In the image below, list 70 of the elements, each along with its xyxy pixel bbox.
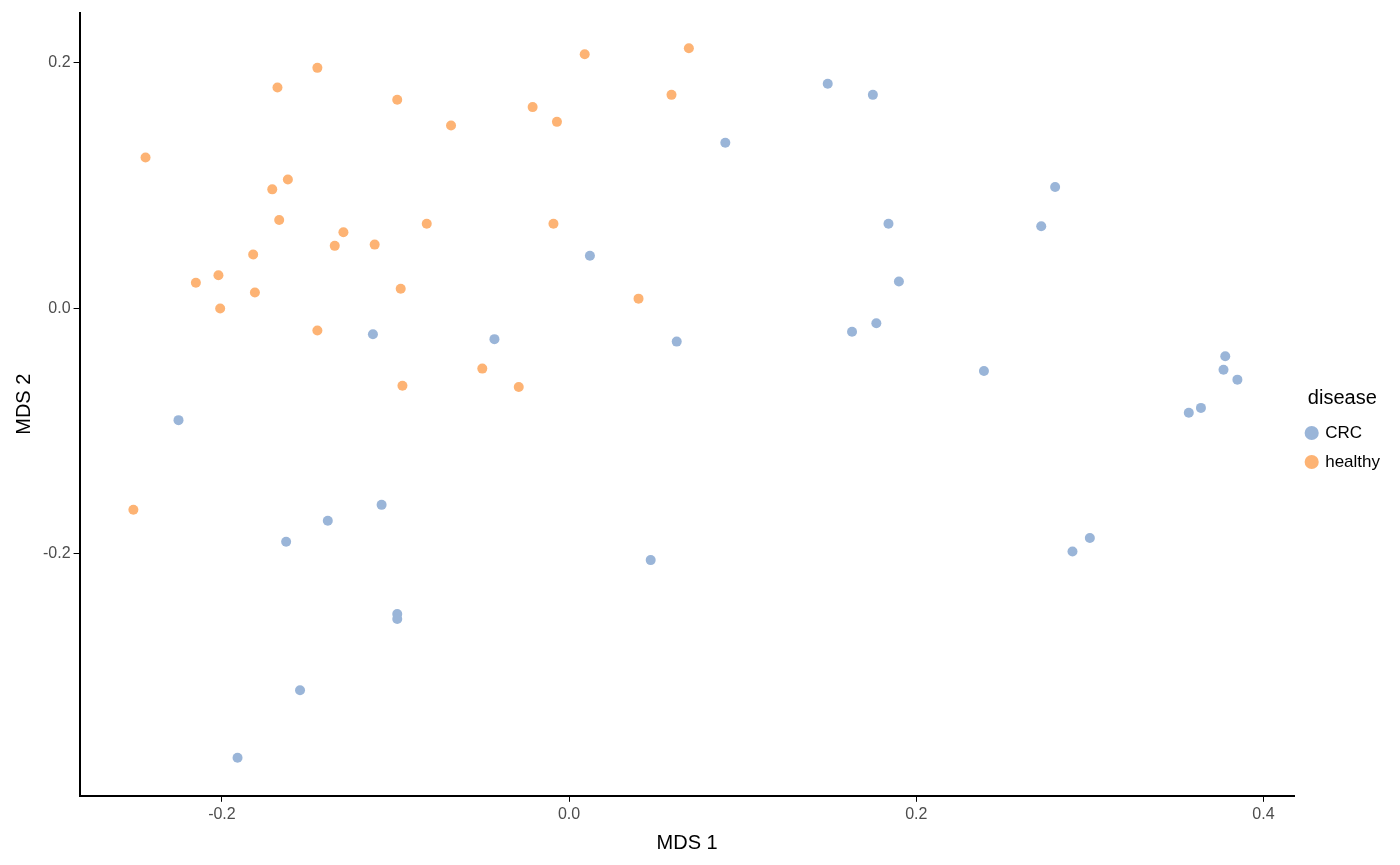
point bbox=[633, 293, 644, 304]
x-tick-label: 0.2 bbox=[905, 804, 928, 822]
point bbox=[1084, 533, 1095, 544]
point bbox=[329, 240, 340, 251]
y-tick-label: 0.0 bbox=[48, 298, 71, 316]
point bbox=[1050, 181, 1061, 192]
point bbox=[312, 62, 323, 73]
legend-title: disease bbox=[1307, 386, 1377, 409]
point bbox=[1195, 402, 1206, 413]
point bbox=[666, 89, 677, 100]
point bbox=[671, 336, 682, 347]
point bbox=[173, 415, 184, 426]
x-tick-label: 0.4 bbox=[1252, 804, 1275, 822]
point bbox=[720, 137, 731, 148]
point bbox=[295, 685, 306, 696]
point bbox=[322, 515, 333, 526]
point bbox=[215, 303, 226, 314]
point bbox=[369, 239, 380, 250]
x-axis-title: MDS 1 bbox=[656, 830, 718, 853]
point bbox=[1036, 221, 1047, 232]
point bbox=[1218, 364, 1229, 375]
point bbox=[421, 218, 432, 229]
point bbox=[128, 504, 139, 515]
y-tick-label: -0.2 bbox=[42, 544, 71, 562]
point bbox=[513, 382, 524, 393]
point bbox=[822, 78, 833, 89]
point bbox=[893, 276, 904, 287]
point bbox=[281, 536, 292, 547]
point bbox=[871, 318, 882, 329]
point bbox=[847, 326, 858, 337]
legend-label: healthy bbox=[1325, 451, 1381, 471]
point bbox=[645, 555, 656, 566]
point bbox=[395, 283, 406, 294]
point bbox=[867, 89, 878, 100]
point bbox=[1220, 351, 1231, 362]
point bbox=[338, 227, 349, 238]
x-tick-label: 0.0 bbox=[557, 804, 581, 822]
point bbox=[978, 366, 989, 377]
point bbox=[397, 380, 408, 391]
point bbox=[367, 329, 378, 340]
point bbox=[274, 215, 285, 226]
point bbox=[249, 287, 260, 298]
x-tick-label: -0.2 bbox=[208, 804, 236, 822]
point bbox=[1232, 374, 1243, 385]
point bbox=[446, 120, 457, 131]
point bbox=[392, 94, 403, 105]
point bbox=[213, 270, 224, 281]
point bbox=[248, 249, 259, 260]
point bbox=[883, 218, 894, 229]
point bbox=[548, 218, 559, 229]
point bbox=[489, 334, 500, 345]
point bbox=[190, 277, 201, 288]
point bbox=[551, 116, 562, 127]
legend-label: CRC bbox=[1325, 422, 1363, 442]
point bbox=[232, 752, 243, 763]
point bbox=[683, 43, 694, 54]
point bbox=[477, 363, 488, 374]
point bbox=[272, 82, 283, 93]
point bbox=[376, 499, 387, 510]
point bbox=[267, 184, 278, 195]
y-axis-title: MDS 2 bbox=[11, 373, 34, 435]
point bbox=[527, 102, 538, 113]
point bbox=[282, 174, 293, 185]
point bbox=[140, 152, 151, 163]
y-tick-label: 0.2 bbox=[48, 53, 71, 71]
point bbox=[1183, 407, 1194, 418]
point bbox=[584, 250, 595, 261]
point bbox=[1067, 546, 1078, 557]
point bbox=[312, 325, 323, 336]
point bbox=[579, 49, 590, 60]
